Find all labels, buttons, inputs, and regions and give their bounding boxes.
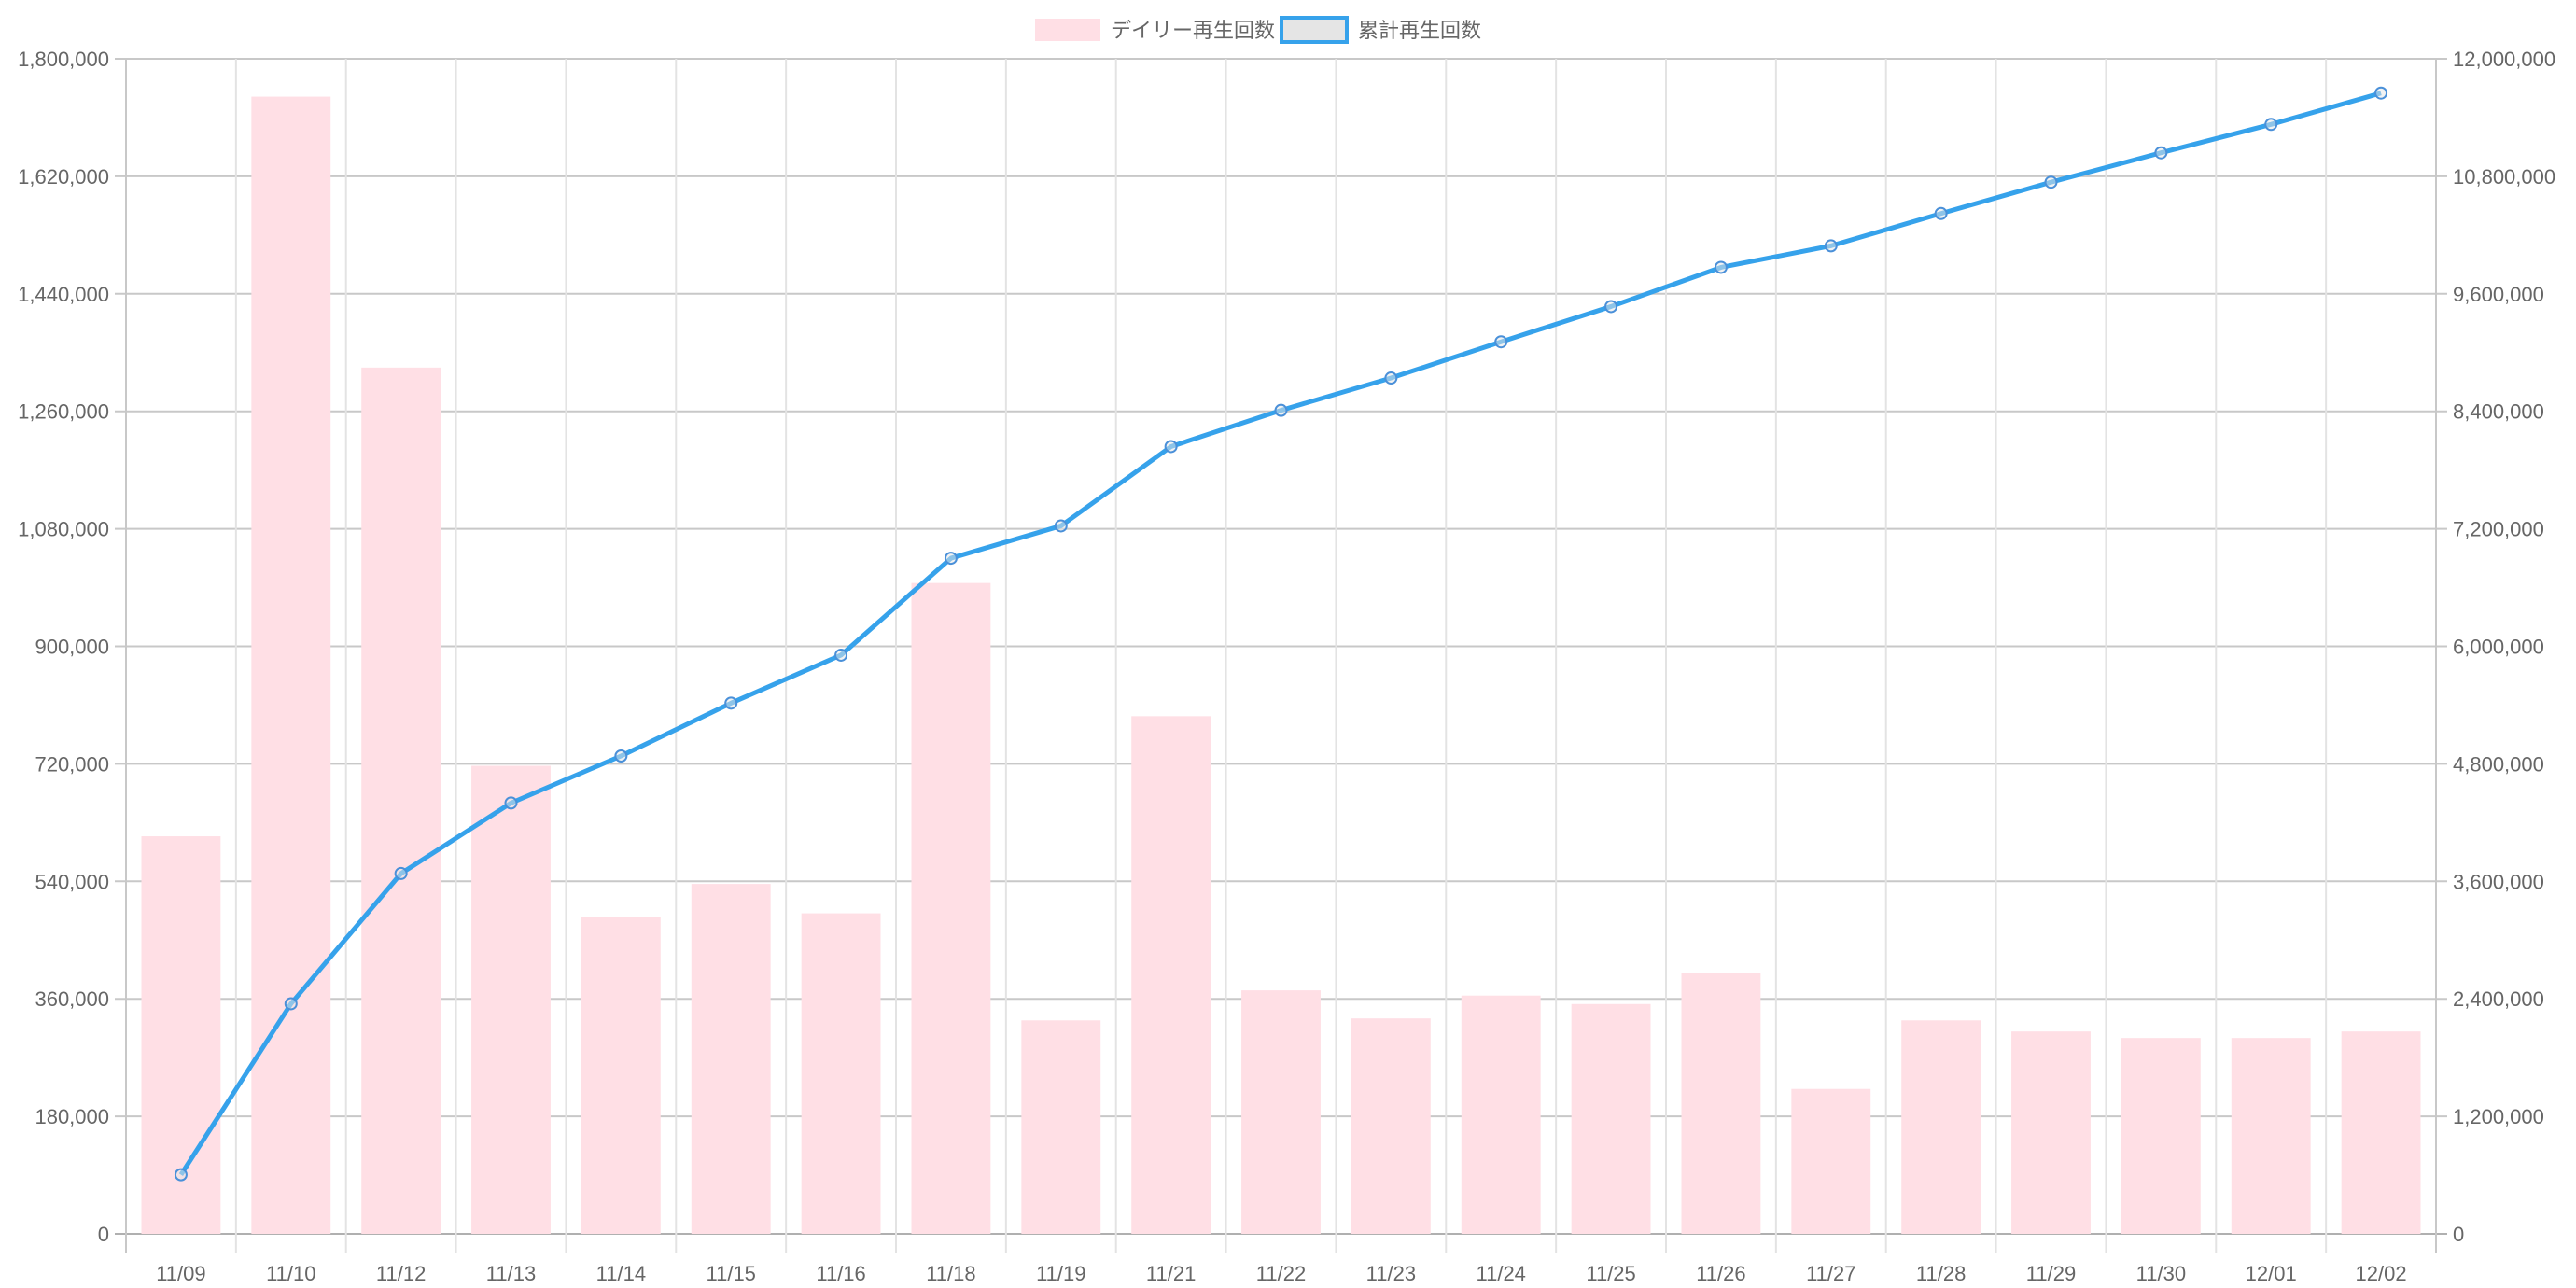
bar-daily: [2231, 1038, 2311, 1234]
bar-daily: [471, 765, 551, 1234]
bar-daily: [1131, 716, 1211, 1234]
left-axis-tick-label: 900,000: [35, 636, 109, 659]
left-axis-tick-label: 180,000: [35, 1105, 109, 1128]
left-axis-tick-label: 1,080,000: [18, 518, 109, 541]
point-cumulative: [1054, 519, 1068, 533]
left-axis-tick-label: 1,620,000: [18, 165, 109, 189]
right-axis-tick-label: 2,400,000: [2453, 987, 2544, 1011]
right-axis-tick-label: 9,600,000: [2453, 283, 2544, 306]
x-axis-tick-label: 11/19: [1036, 1262, 1085, 1285]
point-cumulative: [1824, 239, 1838, 253]
point-cumulative: [284, 997, 298, 1011]
bar-daily: [361, 367, 441, 1234]
left-axis-tick-label: 1,440,000: [18, 283, 109, 306]
right-axis-tick-label: 12,000,000: [2453, 48, 2555, 71]
point-cumulative: [614, 749, 628, 763]
x-axis-tick-label: 11/14: [596, 1262, 646, 1285]
right-axis-tick-label: 4,800,000: [2453, 752, 2544, 776]
right-axis-tick-label: 6,000,000: [2453, 636, 2544, 659]
point-cumulative: [504, 796, 518, 810]
x-axis-tick-label: 11/22: [1256, 1262, 1306, 1285]
bar-daily: [141, 836, 221, 1234]
x-axis-tick-label: 11/24: [1477, 1262, 1526, 1285]
bar-daily: [581, 917, 661, 1234]
point-cumulative: [1604, 300, 1618, 314]
left-axis-tick-label: 360,000: [35, 987, 109, 1011]
x-axis-tick-label: 11/15: [707, 1262, 756, 1285]
bar-daily: [1901, 1020, 1981, 1234]
point-cumulative: [944, 552, 958, 566]
x-axis-tick-label: 11/10: [266, 1262, 315, 1285]
point-cumulative: [2044, 175, 2058, 189]
legend-swatch-cumulative: [1280, 16, 1349, 44]
right-axis-tick-label: 1,200,000: [2453, 1105, 2544, 1128]
legend-label-cumulative: 累計再生回数: [1358, 19, 1481, 42]
point-cumulative: [1164, 440, 1178, 454]
x-axis-tick-label: 11/12: [376, 1262, 426, 1285]
x-axis-tick-label: 11/29: [2026, 1262, 2076, 1285]
x-axis-tick-label: 11/25: [1586, 1262, 1635, 1285]
right-axis-tick-label: 3,600,000: [2453, 870, 2544, 893]
legend-item-cumulative[interactable]: 累計再生回数: [1280, 16, 1481, 44]
right-axis-tick-label: 10,800,000: [2453, 165, 2555, 189]
bar-daily: [801, 913, 881, 1234]
point-cumulative: [2264, 118, 2278, 132]
point-cumulative: [2154, 146, 2168, 160]
legend-item-daily[interactable]: デイリー再生回数: [1035, 19, 1275, 42]
x-axis-tick-label: 11/28: [1916, 1262, 1966, 1285]
x-axis-tick-label: 12/02: [2356, 1262, 2407, 1285]
x-axis-tick-label: 11/30: [2136, 1262, 2186, 1285]
right-axis-tick-label: 0: [2453, 1223, 2464, 1246]
x-axis-tick-label: 12/01: [2246, 1262, 2297, 1285]
bar-daily: [691, 884, 771, 1234]
left-axis-tick-label: 540,000: [35, 870, 109, 893]
bar-daily: [251, 96, 331, 1235]
x-axis-tick-label: 11/18: [926, 1262, 975, 1285]
x-axis-tick-label: 11/23: [1366, 1262, 1416, 1285]
legend-swatch-daily: [1035, 19, 1100, 41]
point-cumulative: [174, 1168, 188, 1182]
bar-daily: [1021, 1020, 1101, 1234]
point-cumulative: [834, 648, 848, 662]
point-cumulative: [1934, 206, 1948, 220]
bar-daily: [2011, 1031, 2091, 1234]
point-cumulative: [1384, 371, 1398, 385]
x-axis-tick-label: 11/26: [1696, 1262, 1745, 1285]
x-axis-tick-label: 11/27: [1806, 1262, 1855, 1285]
bar-daily: [1571, 1003, 1651, 1234]
x-axis-tick-label: 11/13: [486, 1262, 536, 1285]
bar-daily: [1791, 1088, 1871, 1234]
point-cumulative: [1714, 260, 1728, 274]
x-axis-tick-label: 11/16: [816, 1262, 865, 1285]
point-cumulative: [1494, 335, 1508, 349]
bar-daily: [2121, 1038, 2201, 1234]
point-cumulative: [2374, 86, 2388, 100]
point-cumulative: [1274, 403, 1288, 417]
bar-daily: [911, 582, 991, 1234]
bar-daily: [1461, 995, 1541, 1234]
bar-daily: [1351, 1018, 1431, 1234]
left-axis-tick-label: 1,260,000: [18, 400, 109, 424]
legend: デイリー再生回数 累計再生回数: [1035, 16, 1481, 44]
x-axis-tick-label: 11/21: [1146, 1262, 1196, 1285]
legend-label-daily: デイリー再生回数: [1111, 19, 1275, 42]
right-axis-tick-label: 7,200,000: [2453, 518, 2544, 541]
left-axis-tick-label: 720,000: [35, 752, 109, 776]
left-axis-tick-label: 1,800,000: [18, 48, 109, 71]
bar-daily: [2341, 1031, 2421, 1234]
bar-daily: [1241, 990, 1321, 1234]
x-axis-tick-label: 11/09: [156, 1262, 205, 1285]
point-cumulative: [724, 696, 738, 710]
left-axis-tick-label: 0: [98, 1223, 109, 1246]
right-axis-tick-label: 8,400,000: [2453, 400, 2544, 424]
point-cumulative: [394, 866, 408, 880]
bar-daily: [1681, 973, 1761, 1234]
